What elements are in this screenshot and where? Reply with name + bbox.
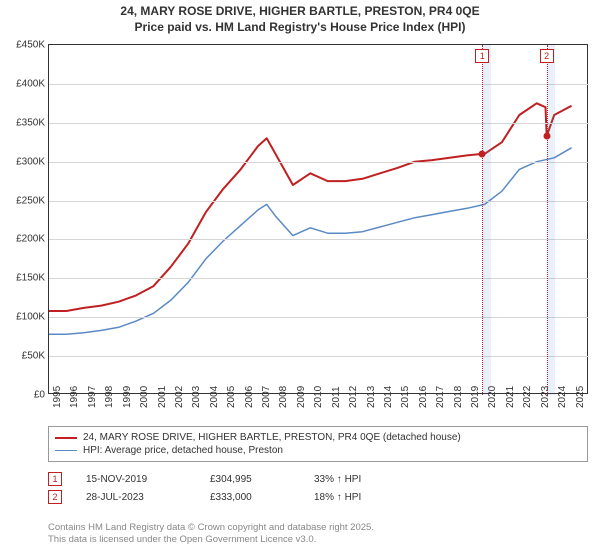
plot-area: £0£50K£100K£150K£200K£250K£300K£350K£400… (48, 44, 588, 394)
y-tick-label: £350K (3, 117, 45, 128)
legend-row-property: 24, MARY ROSE DRIVE, HIGHER BARTLE, PRES… (55, 431, 581, 444)
x-tick-label: 2017 (435, 386, 446, 408)
y-tick-label: £300K (3, 156, 45, 167)
sale-dot (543, 133, 550, 140)
title-block: 24, MARY ROSE DRIVE, HIGHER BARTLE, PRES… (0, 0, 600, 37)
x-tick-label: 2007 (261, 386, 272, 408)
x-tick-label: 2006 (244, 386, 255, 408)
legend: 24, MARY ROSE DRIVE, HIGHER BARTLE, PRES… (48, 426, 588, 462)
series-line-property (49, 103, 572, 311)
x-tick-label: 2001 (157, 386, 168, 408)
y-tick-label: £100K (3, 312, 45, 323)
legend-label-hpi: HPI: Average price, detached house, Pres… (83, 445, 283, 456)
y-tick-label: £150K (3, 273, 45, 284)
legend-swatch-property (55, 437, 77, 439)
footer-line-1: Contains HM Land Registry data © Crown c… (48, 522, 588, 534)
sale-price-1: £304,995 (210, 474, 290, 485)
x-tick-label: 1997 (87, 386, 98, 408)
x-tick-label: 2024 (557, 386, 568, 408)
x-tick-label: 2018 (453, 386, 464, 408)
sale-vline (482, 45, 483, 395)
x-tick-label: 2000 (139, 386, 150, 408)
x-tick-label: 2002 (174, 386, 185, 408)
gridline (49, 278, 589, 279)
gridline (49, 84, 589, 85)
x-tick-label: 2011 (331, 386, 342, 408)
x-tick-label: 1995 (52, 386, 63, 408)
sale-row-2: 2 28-JUL-2023 £333,000 18% ↑ HPI (48, 488, 588, 506)
x-tick-label: 2019 (470, 386, 481, 408)
y-tick-label: £0 (3, 390, 45, 401)
sale-marker-box-1: 1 (48, 472, 62, 486)
sale-date-1: 15-NOV-2019 (86, 474, 186, 485)
y-tick-label: £250K (3, 195, 45, 206)
y-tick-label: £50K (3, 351, 45, 362)
x-tick-label: 1996 (69, 386, 80, 408)
x-tick-label: 2009 (296, 386, 307, 408)
x-tick-label: 2012 (348, 386, 359, 408)
sale-row-1: 1 15-NOV-2019 £304,995 33% ↑ HPI (48, 470, 588, 488)
sale-diff-2: 18% ↑ HPI (314, 492, 404, 503)
gridline (49, 317, 589, 318)
legend-label-property: 24, MARY ROSE DRIVE, HIGHER BARTLE, PRES… (83, 432, 461, 443)
sale-price-2: £333,000 (210, 492, 290, 503)
x-tick-label: 2015 (400, 386, 411, 408)
sale-shade (482, 45, 491, 395)
title-line-1: 24, MARY ROSE DRIVE, HIGHER BARTLE, PRES… (0, 4, 600, 20)
x-tick-label: 2022 (522, 386, 533, 408)
sale-date-2: 28-JUL-2023 (86, 492, 186, 503)
x-tick-label: 2016 (418, 386, 429, 408)
sale-diff-1: 33% ↑ HPI (314, 474, 404, 485)
x-tick-label: 2003 (191, 386, 202, 408)
legend-row-hpi: HPI: Average price, detached house, Pres… (55, 444, 581, 457)
sale-shade (547, 45, 556, 395)
line-series-svg (49, 45, 589, 395)
sale-marker-box: 2 (540, 49, 554, 63)
x-tick-label: 2008 (278, 386, 289, 408)
gridline (49, 239, 589, 240)
x-tick-label: 1999 (122, 386, 133, 408)
sale-marker-box: 1 (475, 49, 489, 63)
chart-area: £0£50K£100K£150K£200K£250K£300K£350K£400… (48, 44, 588, 394)
y-tick-label: £450K (3, 40, 45, 51)
gridline (49, 123, 589, 124)
footer-line-2: This data is licensed under the Open Gov… (48, 534, 588, 546)
series-line-hpi (49, 148, 572, 335)
x-tick-label: 2021 (505, 386, 516, 408)
footer: Contains HM Land Registry data © Crown c… (48, 522, 588, 547)
x-tick-label: 2010 (313, 386, 324, 408)
chart-container: 24, MARY ROSE DRIVE, HIGHER BARTLE, PRES… (0, 0, 600, 560)
gridline (49, 201, 589, 202)
sale-vline (547, 45, 548, 395)
sale-dot (479, 150, 486, 157)
x-tick-label: 2013 (366, 386, 377, 408)
legend-swatch-hpi (55, 450, 77, 452)
sale-marker-box-2: 2 (48, 490, 62, 504)
y-tick-label: £400K (3, 78, 45, 89)
sales-table: 1 15-NOV-2019 £304,995 33% ↑ HPI 2 28-JU… (48, 470, 588, 506)
x-tick-label: 2025 (575, 386, 586, 408)
x-tick-label: 2005 (226, 386, 237, 408)
gridline (49, 356, 589, 357)
gridline (49, 162, 589, 163)
title-line-2: Price paid vs. HM Land Registry's House … (0, 20, 600, 36)
x-tick-label: 1998 (104, 386, 115, 408)
x-tick-label: 2014 (383, 386, 394, 408)
x-tick-label: 2004 (209, 386, 220, 408)
y-tick-label: £200K (3, 234, 45, 245)
